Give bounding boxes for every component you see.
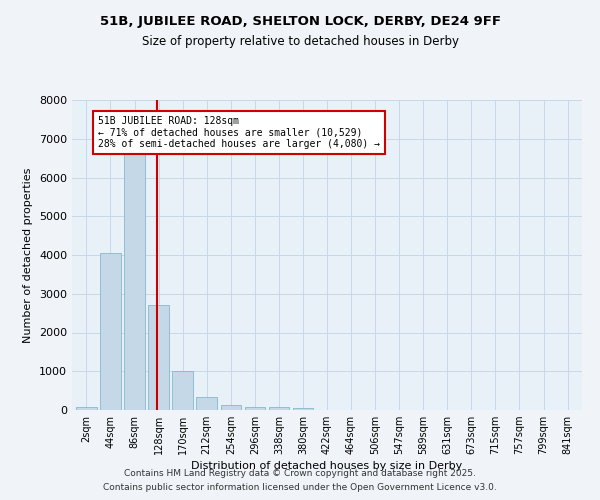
Bar <box>100 253 121 410</box>
X-axis label: Distribution of detached houses by size in Derby: Distribution of detached houses by size … <box>191 462 463 471</box>
Bar <box>269 408 289 410</box>
Bar <box>221 405 241 410</box>
Text: Size of property relative to detached houses in Derby: Size of property relative to detached ho… <box>142 35 458 48</box>
Bar <box>124 152 145 410</box>
Bar <box>245 406 265 410</box>
Bar <box>148 306 169 410</box>
Bar <box>172 371 193 410</box>
Bar <box>196 397 217 410</box>
Text: Contains HM Land Registry data © Crown copyright and database right 2025.: Contains HM Land Registry data © Crown c… <box>124 468 476 477</box>
Text: Contains public sector information licensed under the Open Government Licence v3: Contains public sector information licen… <box>103 484 497 492</box>
Y-axis label: Number of detached properties: Number of detached properties <box>23 168 34 342</box>
Bar <box>293 408 313 410</box>
Text: 51B JUBILEE ROAD: 128sqm
← 71% of detached houses are smaller (10,529)
28% of se: 51B JUBILEE ROAD: 128sqm ← 71% of detach… <box>98 116 380 148</box>
Text: 51B, JUBILEE ROAD, SHELTON LOCK, DERBY, DE24 9FF: 51B, JUBILEE ROAD, SHELTON LOCK, DERBY, … <box>100 15 500 28</box>
Bar <box>76 408 97 410</box>
